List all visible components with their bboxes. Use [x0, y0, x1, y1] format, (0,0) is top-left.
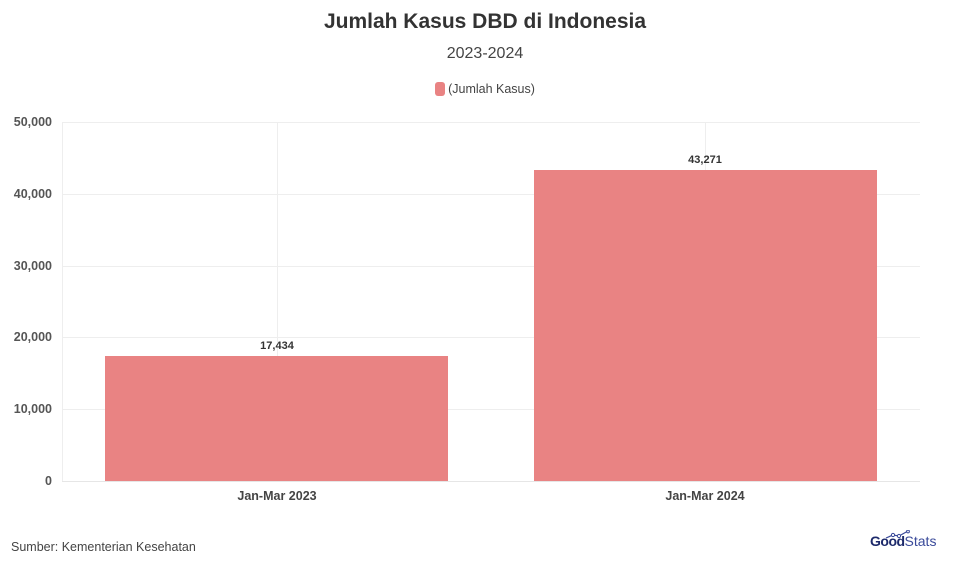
y-tick-label: 50,000 [13, 115, 52, 129]
gridline [62, 194, 920, 195]
y-tick-label: 0 [45, 474, 52, 488]
bar-jan-mar-2023[interactable] [105, 356, 448, 481]
bar-value-label: 43,271 [688, 154, 722, 166]
x-tick-label: Jan-Mar 2024 [665, 489, 745, 503]
chart-subtitle: 2023-2024 [446, 45, 524, 62]
x-axis-line [62, 481, 920, 482]
legend-swatch[interactable] [435, 82, 446, 96]
logo-chart-icon [884, 527, 912, 543]
gridline [62, 122, 920, 123]
legend-label[interactable]: (Jumlah Kasus) [448, 82, 535, 96]
legend: (Jumlah Kasus) [0, 82, 970, 96]
logo-text-good: Good [870, 533, 905, 549]
chart-title: Jumlah Kasus DBD di Indonesia [323, 10, 647, 33]
plot-area: 17,434 43,271 [62, 122, 920, 482]
source-note: Sumber: Kementerian Kesehatan [11, 540, 196, 554]
bar-jan-mar-2024[interactable] [534, 170, 877, 481]
y-tick-label: 20,000 [13, 330, 52, 344]
gridline [62, 266, 920, 267]
gridline-vertical [277, 122, 278, 481]
goodstats-logo: Good Stats [870, 529, 937, 549]
y-tick-label: 10,000 [13, 402, 52, 416]
x-tick-label: Jan-Mar 2023 [237, 489, 317, 503]
y-tick-label: 30,000 [13, 259, 52, 273]
logo-text-stats: Stats [904, 533, 937, 549]
y-tick-label: 40,000 [13, 187, 52, 201]
gridline [62, 409, 920, 410]
gridline [62, 337, 920, 338]
bar-value-label: 17,434 [260, 340, 294, 352]
gridline-vertical [62, 122, 63, 481]
